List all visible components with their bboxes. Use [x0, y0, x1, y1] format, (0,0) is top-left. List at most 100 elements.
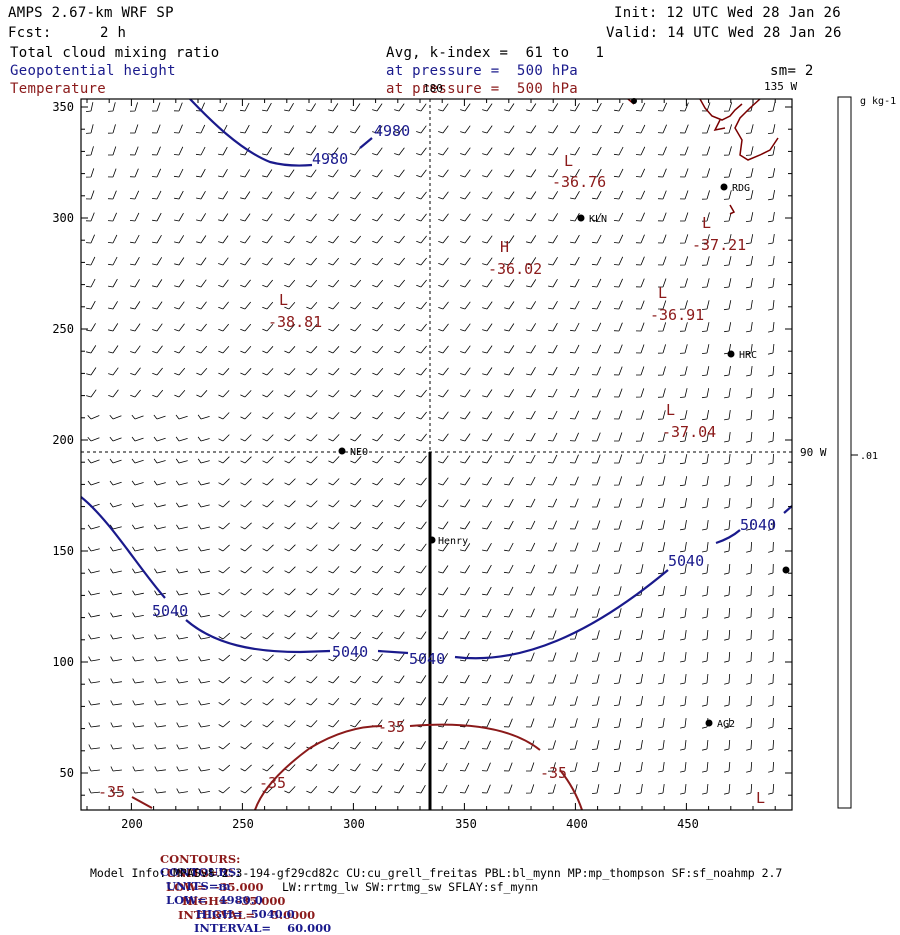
- wind-barb: [503, 564, 514, 574]
- wind-barb: [328, 544, 340, 552]
- wind-barb: [394, 741, 405, 750]
- wind-barb: [613, 542, 622, 552]
- wind-barb: [438, 587, 449, 596]
- wind-barb: [503, 762, 513, 772]
- wind-barb: [481, 718, 492, 728]
- wind-barb: [680, 564, 687, 575]
- wind-barb: [328, 522, 340, 530]
- wind-barb: [306, 368, 318, 376]
- wind-barb: [108, 367, 119, 376]
- wind-barb: [746, 475, 753, 487]
- wind-barb: [328, 697, 340, 706]
- wind-barb: [547, 520, 557, 530]
- wind-barb: [86, 345, 97, 354]
- wind-barb: [107, 124, 116, 134]
- wind-barb: [460, 279, 471, 288]
- wind-barb: [173, 124, 183, 134]
- wind-barb: [328, 412, 340, 420]
- wind-barb: [548, 103, 559, 112]
- wind-barb: [547, 432, 558, 442]
- wind-barb: [613, 256, 624, 266]
- wind-barb: [152, 389, 164, 398]
- footer-temp-low: LOW= -35.000: [166, 880, 264, 894]
- wind-barb: [702, 520, 709, 531]
- wind-barb: [328, 368, 340, 376]
- wind-barb: [570, 586, 579, 596]
- wind-barb: [240, 102, 250, 112]
- wind-barb: [132, 656, 144, 662]
- wind-barb: [107, 102, 116, 112]
- wind-barb: [723, 168, 732, 178]
- wind-barb: [152, 212, 162, 222]
- wind-barb: [768, 300, 775, 311]
- wind-barb: [745, 212, 754, 222]
- longitude-90w-label: 90 W: [800, 446, 827, 459]
- wind-barb: [459, 762, 470, 772]
- wind-barb: [657, 520, 666, 530]
- wind-barb: [240, 235, 251, 244]
- wind-barb: [240, 786, 252, 794]
- wind-barb: [504, 345, 515, 354]
- wind-barb: [570, 191, 580, 200]
- wind-barb: [658, 718, 665, 729]
- wind-barb: [724, 607, 731, 619]
- wind-barb: [504, 520, 514, 530]
- wind-barb: [438, 301, 449, 310]
- wind-barb: [482, 543, 492, 552]
- wind-barb: [416, 323, 427, 332]
- wind-barb: [460, 213, 471, 222]
- wind-barb: [110, 744, 122, 750]
- wind-barb: [175, 414, 188, 420]
- wind-barb: [569, 454, 579, 464]
- wind-barb: [328, 763, 340, 772]
- wind-barb: [635, 212, 645, 222]
- wind-barb: [657, 168, 667, 178]
- wind-barb: [438, 323, 449, 332]
- wind-barb: [394, 279, 406, 288]
- wind-barb: [525, 586, 535, 596]
- wind-barb: [657, 124, 667, 134]
- wind-barb: [109, 502, 122, 508]
- wind-barb: [526, 476, 536, 486]
- wind-barb: [176, 766, 188, 772]
- wind-barb: [306, 456, 318, 464]
- x-tick-label: 400: [566, 817, 588, 831]
- wind-barb: [569, 696, 578, 706]
- wind-barb: [240, 720, 252, 728]
- wind-barb: [438, 565, 449, 574]
- wind-barb: [569, 652, 578, 662]
- wind-barb: [416, 103, 427, 112]
- wind-barb: [526, 279, 537, 288]
- wind-barb: [416, 147, 427, 156]
- wind-barb: [416, 697, 427, 706]
- field-geopotential-height: Geopotential height: [10, 63, 176, 79]
- extremum-type: L: [702, 214, 711, 232]
- wind-barb: [679, 432, 688, 442]
- wind-barb: [284, 412, 296, 420]
- wind-barb: [482, 477, 493, 486]
- wind-barb: [176, 634, 188, 640]
- wind-barb: [768, 168, 776, 179]
- wind-barb: [262, 544, 274, 552]
- footer-height-units: UNITS=m: [166, 879, 231, 893]
- wind-barb: [416, 257, 427, 266]
- wind-barb: [306, 478, 318, 486]
- wind-barb: [416, 455, 427, 464]
- wind-barb: [394, 433, 406, 442]
- wind-barb: [679, 388, 688, 398]
- wind-barb: [262, 742, 274, 750]
- wind-barb: [240, 434, 252, 442]
- wind-barb: [372, 697, 383, 706]
- wind-barb: [547, 630, 557, 640]
- wind-barb: [591, 300, 602, 310]
- wind-barb: [547, 696, 557, 706]
- wind-barb: [460, 257, 471, 266]
- wind-barb: [745, 124, 754, 134]
- wind-barb: [240, 698, 252, 706]
- wind-barb: [262, 434, 274, 442]
- y-tick-label: 250: [52, 322, 74, 336]
- wind-barb: [262, 169, 273, 178]
- wind-barb: [154, 568, 166, 574]
- wind-barb: [176, 722, 188, 728]
- wind-barb: [196, 191, 206, 200]
